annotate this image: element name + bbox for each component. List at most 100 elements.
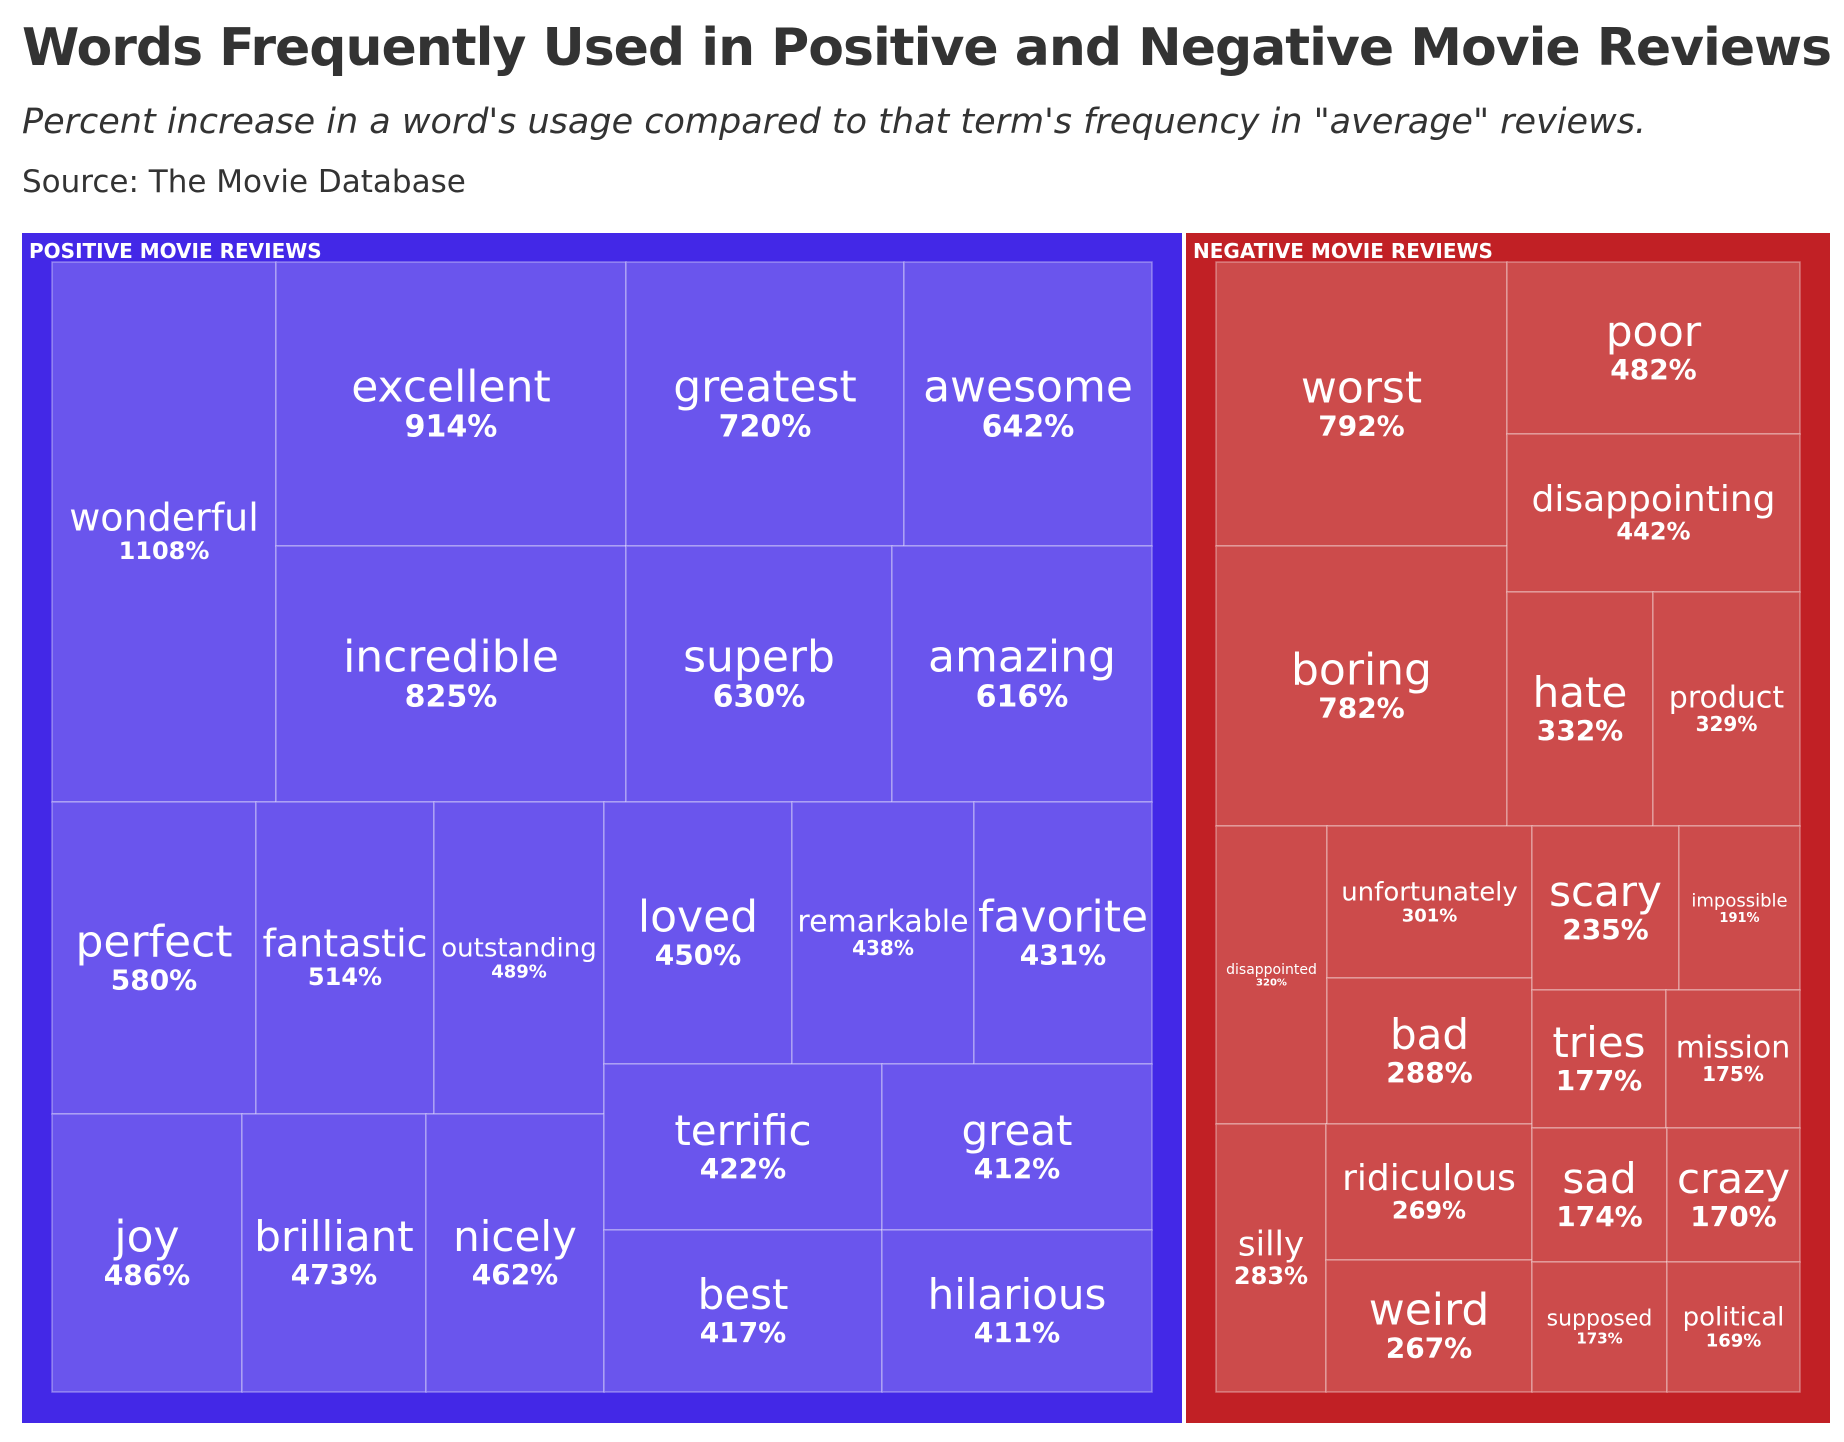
tile-value-mission: 175%: [1702, 1062, 1764, 1086]
tile-value-bad: 288%: [1386, 1056, 1473, 1089]
tile-value-product: 329%: [1696, 712, 1758, 736]
tile-rect-bad: [1326, 977, 1533, 1125]
tile-value-brilliant: 473%: [291, 1258, 378, 1291]
tile-word-product: product: [1669, 680, 1785, 715]
tile-word-impossible: impossible: [1691, 891, 1787, 912]
tile-word-unfortunately: unfortunately: [1341, 877, 1518, 907]
tile-value-disappointed: 320%: [1256, 978, 1287, 989]
tile-word-amazing: amazing: [928, 631, 1116, 682]
tile-value-best: 417%: [700, 1316, 787, 1349]
tile-value-sad: 174%: [1556, 1200, 1643, 1233]
tile-word-hilarious: hilarious: [928, 1270, 1107, 1319]
tile-rect-ridiculous: [1325, 1123, 1533, 1261]
tile-rect-sad: [1531, 1127, 1668, 1263]
tile-value-nicely: 462%: [472, 1258, 559, 1291]
tile-value-favorite: 431%: [1020, 938, 1107, 971]
tile-rect-mission: [1665, 989, 1801, 1129]
tile-word-joy: joy: [113, 1211, 179, 1262]
tile-value-silly: 283%: [1234, 1262, 1308, 1290]
tile-value-wonderful: 1108%: [119, 537, 210, 565]
tile-rect-joy: [51, 1113, 243, 1393]
tile-value-boring: 782%: [1318, 691, 1405, 724]
tile-value-perfect: 580%: [111, 963, 198, 996]
tile-value-greatest: 720%: [719, 410, 812, 445]
tile-rect-favorite: [973, 801, 1153, 1065]
tile-rect-wonderful: [51, 261, 277, 803]
chart-source: Source: The Movie Database: [22, 164, 466, 200]
tile-rect-supposed: [1531, 1261, 1668, 1393]
tile-word-hate: hate: [1533, 668, 1628, 717]
tile-word-scary: scary: [1549, 867, 1662, 916]
tile-word-supposed: supposed: [1547, 1307, 1653, 1332]
tile-value-impossible: 191%: [1719, 911, 1759, 926]
tile-value-poor: 482%: [1610, 353, 1697, 386]
tile-value-ridiculous: 269%: [1392, 1196, 1466, 1224]
tile-word-silly: silly: [1238, 1225, 1304, 1265]
tile-value-fantastic: 514%: [308, 963, 382, 991]
tile-rect-nicely: [425, 1113, 605, 1393]
tile-word-wonderful: wonderful: [69, 496, 259, 540]
tile-word-terrific: terrific: [674, 1106, 811, 1155]
tile-value-great: 412%: [974, 1152, 1061, 1185]
chart-title: Words Frequently Used in Positive and Ne…: [22, 18, 1832, 78]
tile-value-remarkable: 438%: [852, 936, 914, 960]
tile-rect-amazing: [891, 545, 1153, 803]
tile-word-nicely: nicely: [453, 1212, 577, 1261]
tile-value-unfortunately: 301%: [1402, 906, 1458, 927]
tile-rect-worst: [1215, 261, 1508, 547]
tile-value-excellent: 914%: [405, 410, 498, 445]
tile-value-crazy: 170%: [1690, 1200, 1777, 1233]
tile-rect-boring: [1215, 545, 1508, 827]
tile-value-superb: 630%: [713, 680, 806, 715]
tile-word-excellent: excellent: [351, 361, 550, 412]
tile-value-outstanding: 489%: [491, 962, 547, 983]
tile-word-tries: tries: [1552, 1018, 1645, 1067]
tile-value-political: 169%: [1706, 1331, 1762, 1352]
tile-value-terrific: 422%: [700, 1152, 787, 1185]
tile-word-brilliant: brilliant: [254, 1212, 413, 1261]
tile-word-perfect: perfect: [75, 916, 232, 967]
tile-rect-silly: [1215, 1123, 1327, 1393]
tile-value-joy: 486%: [104, 1258, 191, 1291]
tile-value-hilarious: 411%: [974, 1316, 1061, 1349]
tile-word-great: great: [961, 1106, 1072, 1155]
tile-rect-loved: [603, 801, 793, 1065]
tile-rect-weird: [1325, 1259, 1533, 1393]
tile-word-poor: poor: [1606, 307, 1702, 356]
tile-rect-brilliant: [241, 1113, 427, 1393]
tile-word-outstanding: outstanding: [441, 933, 596, 963]
chart-subtitle: Percent increase in a word's usage compa…: [22, 102, 1647, 142]
tile-value-scary: 235%: [1562, 913, 1649, 946]
tile-rect-political: [1666, 1261, 1801, 1393]
tile-rect-incredible: [275, 545, 627, 803]
tile-value-amazing: 616%: [976, 680, 1069, 715]
tile-value-hate: 332%: [1537, 714, 1624, 747]
tile-rect-remarkable: [791, 801, 975, 1065]
